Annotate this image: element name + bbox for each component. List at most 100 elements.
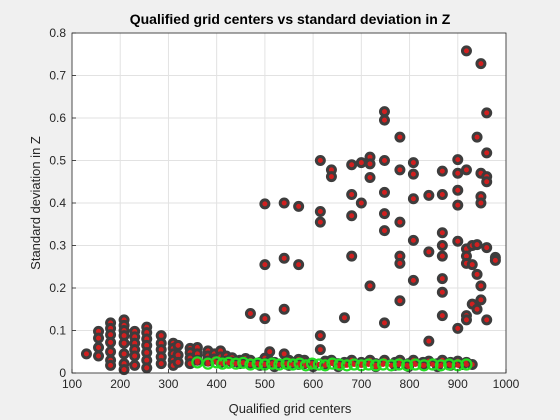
- data-point: [346, 250, 358, 262]
- data-point: [314, 155, 326, 166]
- data-point: [244, 308, 256, 319]
- data-point: [293, 259, 305, 271]
- selected-point-center: [205, 361, 211, 367]
- data-point: [436, 227, 448, 239]
- selected-points: [191, 356, 473, 372]
- data-point: [378, 114, 390, 126]
- data-point: [314, 344, 326, 356]
- data-point: [436, 165, 448, 177]
- data-point: [378, 155, 390, 166]
- data-point: [460, 164, 472, 176]
- data-point: [436, 310, 448, 322]
- data-point: [407, 157, 419, 169]
- data-point: [364, 158, 376, 170]
- data-point: [259, 259, 271, 271]
- selected-point: [401, 359, 414, 372]
- selected-point-center: [388, 362, 394, 368]
- data-point: [436, 189, 448, 200]
- data-point: [378, 106, 390, 118]
- data-point: [481, 314, 493, 326]
- data-point: [378, 317, 390, 329]
- data-point: [394, 131, 406, 143]
- data-point: [394, 164, 406, 176]
- selected-point-center: [412, 362, 418, 367]
- x-tick-label: 600: [303, 377, 323, 391]
- selected-point-center: [396, 362, 402, 367]
- selected-point: [460, 358, 473, 371]
- data-point: [346, 189, 358, 200]
- data-point: [346, 210, 358, 222]
- y-tick-label: 0.2: [49, 281, 66, 295]
- x-tick-label: 300: [158, 377, 178, 391]
- data-point: [129, 350, 141, 362]
- data-point: [471, 239, 483, 251]
- data-point: [452, 154, 464, 166]
- data-point: [471, 131, 483, 143]
- data-point: [378, 186, 390, 198]
- data-point: [475, 294, 487, 306]
- data-point: [436, 286, 448, 298]
- data-point: [436, 273, 448, 285]
- x-axis-label: Qualified grid centers: [229, 401, 352, 416]
- data-point: [481, 147, 493, 159]
- data-point: [364, 172, 376, 183]
- data-point: [452, 167, 464, 179]
- data-point: [475, 280, 487, 292]
- selected-point: [409, 358, 422, 371]
- data-point: [407, 234, 419, 246]
- selected-point: [385, 359, 398, 372]
- y-tick-label: 0.3: [49, 239, 66, 253]
- y-tick-label: 0.1: [49, 324, 66, 338]
- x-tick-label: 900: [448, 377, 468, 391]
- data-point: [471, 268, 483, 280]
- y-tick-label: 0.6: [49, 111, 66, 125]
- x-tick-label: 700: [351, 377, 371, 391]
- selected-point-center: [446, 362, 452, 367]
- y-axis-ticks: 0 0.1 0.2 0.3 0.4 0.5 0.6 0.7 0.8: [49, 26, 76, 380]
- selected-point-center: [380, 362, 386, 367]
- data-point: [475, 58, 487, 70]
- data-point: [278, 197, 290, 209]
- data-point: [378, 208, 390, 220]
- selected-point: [319, 359, 332, 372]
- data-point: [105, 336, 117, 348]
- data-point: [259, 313, 271, 325]
- data-point: [155, 358, 167, 370]
- selected-point: [376, 358, 390, 371]
- x-axis-ticks: 100 200 300 400 500 600 700 800 900 1000: [62, 369, 520, 391]
- data-point: [355, 197, 367, 209]
- selected-point: [442, 358, 456, 371]
- data-point: [394, 295, 406, 307]
- selected-point: [426, 358, 439, 371]
- x-tick-label: 100: [62, 377, 82, 391]
- data-point: [452, 322, 464, 334]
- data-point: [314, 330, 326, 342]
- x-tick-label: 200: [110, 377, 130, 391]
- data-point: [264, 346, 276, 358]
- data-point: [172, 356, 184, 368]
- data-point: [475, 197, 487, 209]
- selected-point: [392, 358, 406, 371]
- data-point: [259, 198, 271, 210]
- data-point: [481, 107, 493, 119]
- data-point: [141, 362, 153, 374]
- data-point: [338, 312, 350, 324]
- data-point: [423, 189, 435, 201]
- y-tick-label: 0.8: [49, 26, 66, 40]
- data-point: [314, 216, 326, 228]
- data-point: [489, 254, 501, 266]
- data-point: [407, 274, 419, 286]
- data-point: [346, 159, 358, 171]
- data-point: [278, 303, 290, 315]
- data-point: [460, 45, 472, 57]
- data-points: [80, 45, 501, 376]
- data-point: [481, 242, 493, 254]
- data-point: [118, 364, 130, 376]
- data-point: [423, 335, 435, 347]
- selected-point: [201, 357, 215, 370]
- data-point: [407, 168, 419, 180]
- x-tick-label: 800: [400, 377, 420, 391]
- data-point: [172, 339, 184, 351]
- data-point: [93, 342, 105, 353]
